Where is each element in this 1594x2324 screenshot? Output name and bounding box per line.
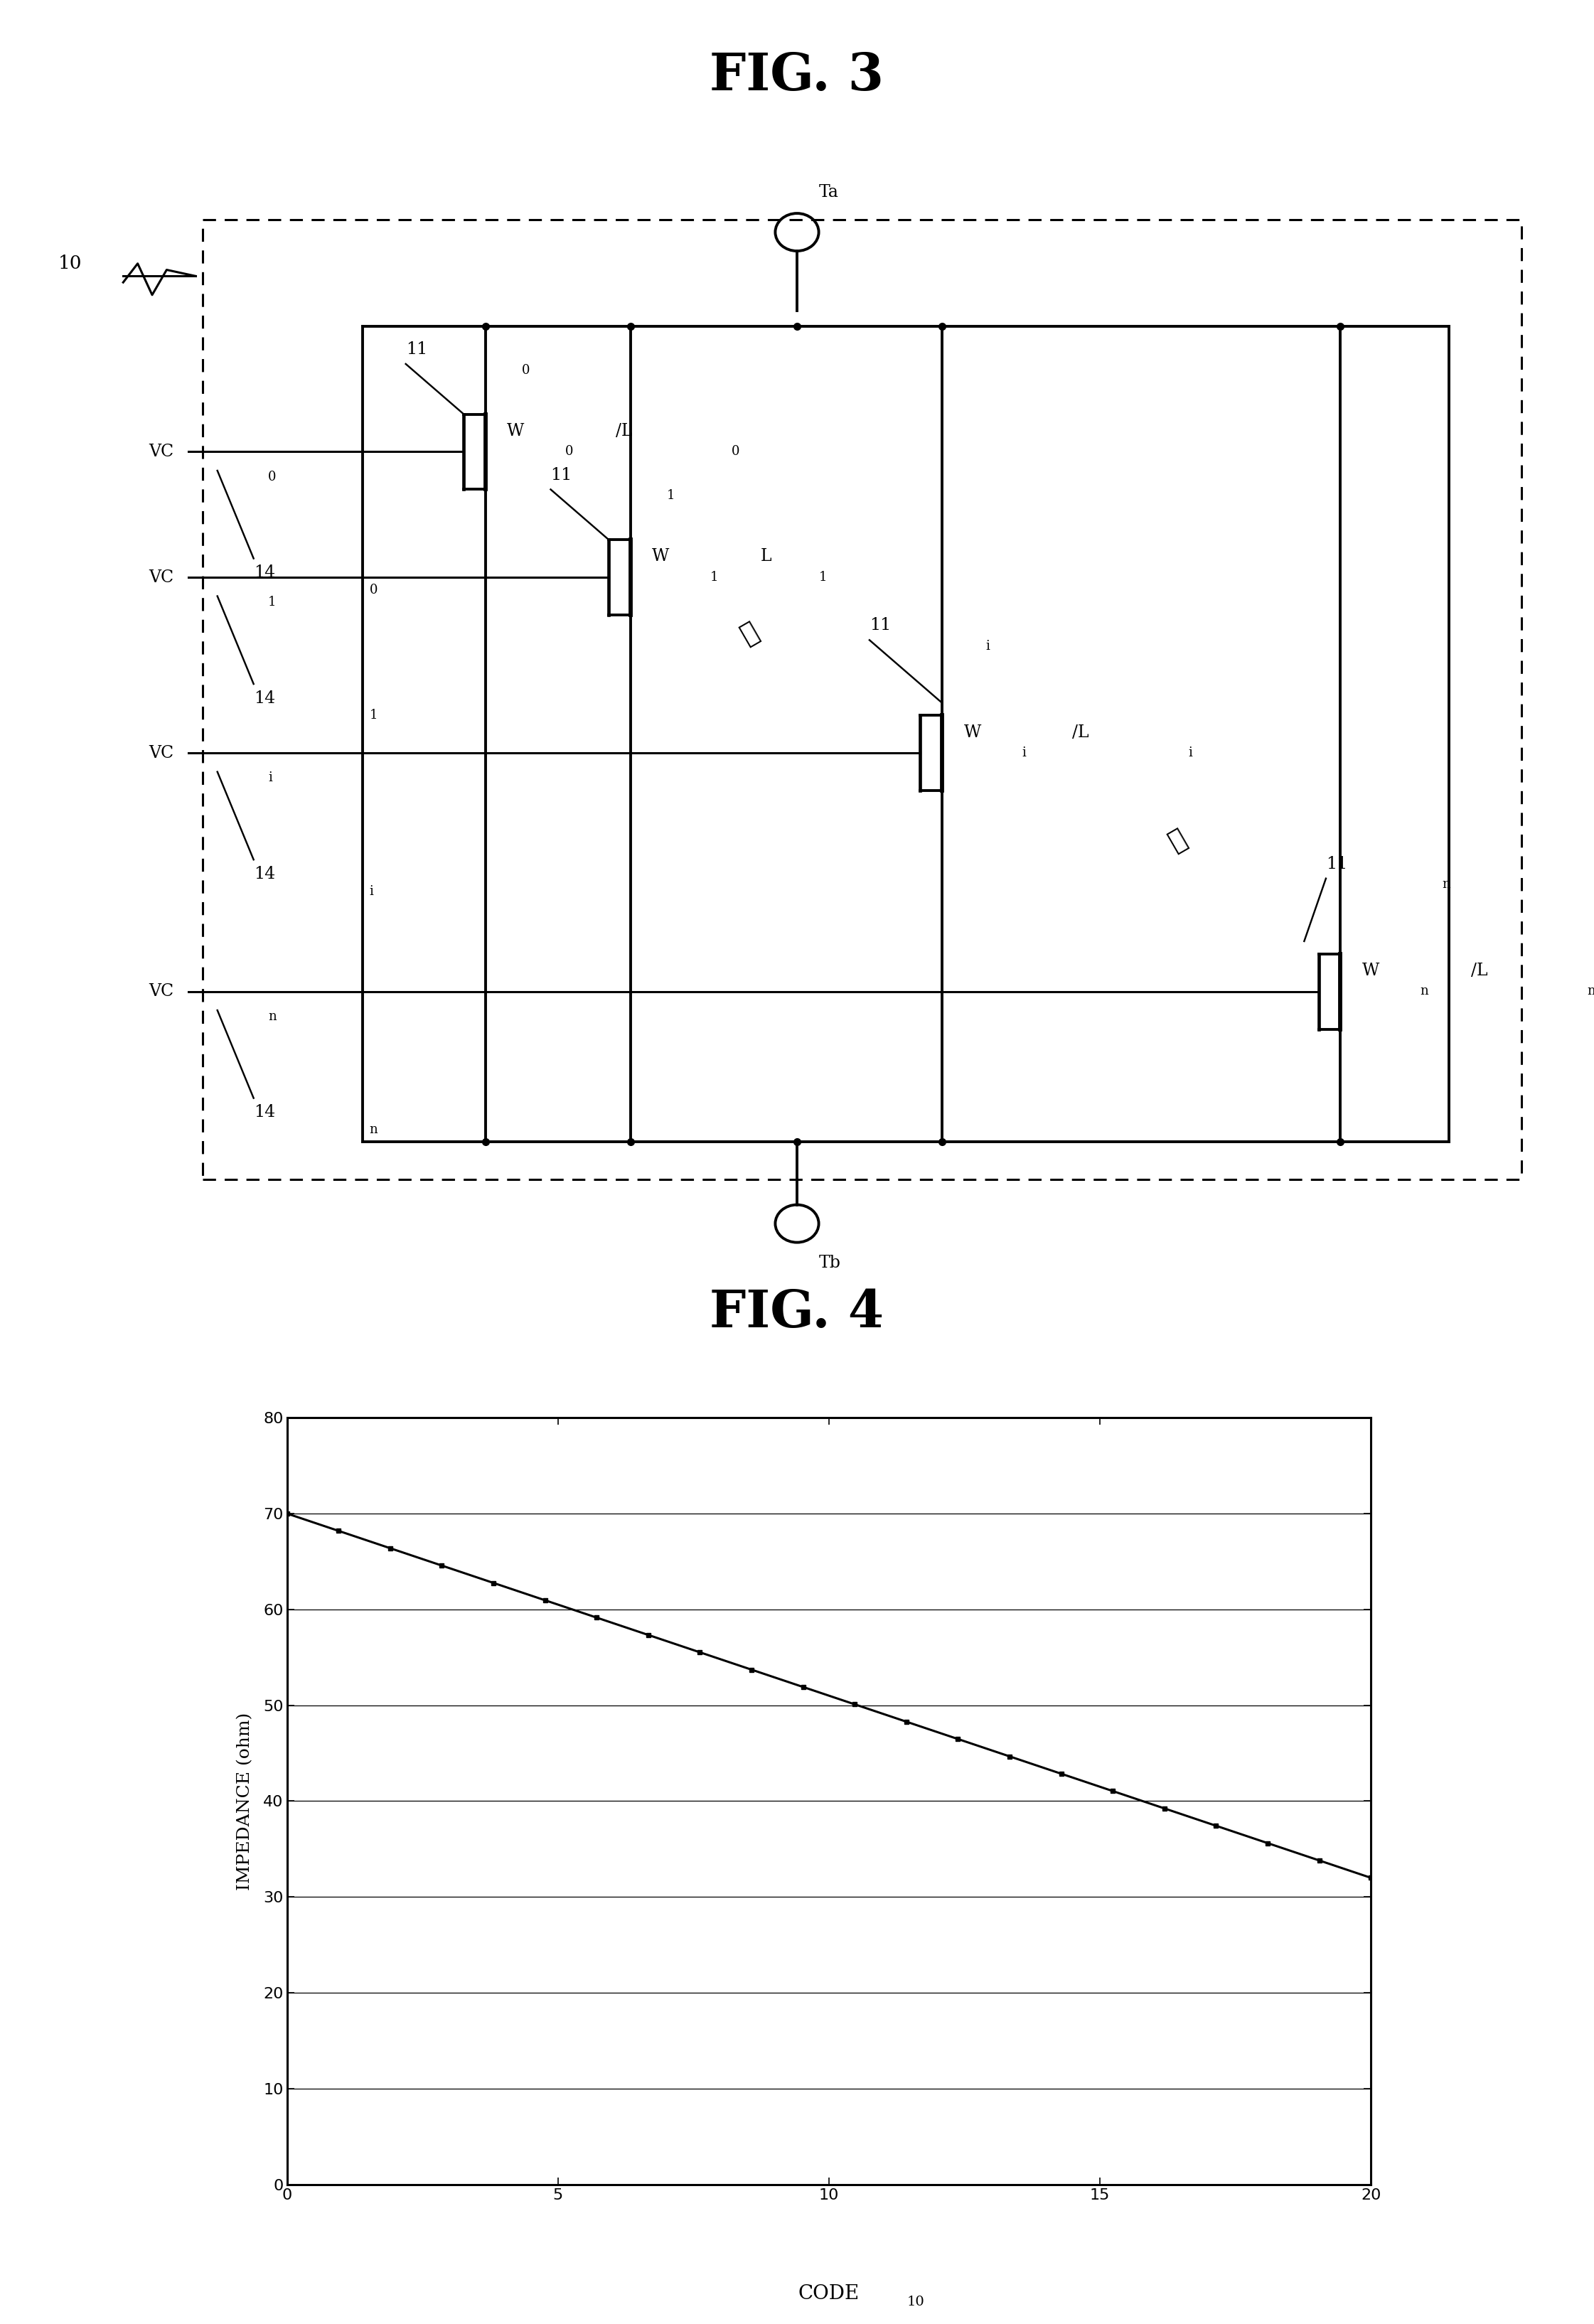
Text: 14: 14 xyxy=(253,690,276,706)
Text: 1: 1 xyxy=(709,572,719,583)
Text: ⋯: ⋯ xyxy=(736,618,764,648)
Text: FIG. 4: FIG. 4 xyxy=(709,1287,885,1339)
Text: 1: 1 xyxy=(268,595,276,609)
Text: W: W xyxy=(964,725,980,741)
Text: 14: 14 xyxy=(253,867,276,883)
Text: n: n xyxy=(370,1122,378,1136)
Text: CODE: CODE xyxy=(799,2284,859,2303)
Text: W: W xyxy=(1363,962,1379,978)
Text: 1: 1 xyxy=(370,709,378,723)
Text: /L: /L xyxy=(1073,725,1089,741)
Text: i: i xyxy=(1188,746,1192,760)
Text: n: n xyxy=(1443,878,1451,890)
Text: 11: 11 xyxy=(1326,855,1347,872)
Text: 0: 0 xyxy=(566,446,574,458)
Text: 14: 14 xyxy=(253,1104,276,1120)
Text: 10: 10 xyxy=(57,256,81,272)
Text: Ta: Ta xyxy=(819,184,838,200)
Text: i: i xyxy=(268,772,273,786)
Text: 11: 11 xyxy=(869,618,891,634)
Text: W: W xyxy=(652,548,669,565)
Text: i: i xyxy=(370,885,373,897)
Text: 0: 0 xyxy=(268,469,276,483)
Text: 14: 14 xyxy=(253,565,276,581)
Text: /L: /L xyxy=(1471,962,1487,978)
Text: Tb: Tb xyxy=(819,1255,840,1271)
Text: FIG. 3: FIG. 3 xyxy=(709,51,885,100)
Text: i: i xyxy=(1022,746,1027,760)
Text: 11: 11 xyxy=(406,342,427,358)
Text: L: L xyxy=(760,548,771,565)
Text: ⋯: ⋯ xyxy=(1164,825,1191,855)
Text: 0: 0 xyxy=(732,446,740,458)
Text: W: W xyxy=(507,423,524,439)
Text: 10: 10 xyxy=(907,2296,925,2308)
Text: 1: 1 xyxy=(819,572,827,583)
Text: 1: 1 xyxy=(666,488,674,502)
Text: i: i xyxy=(985,639,990,653)
Y-axis label: IMPEDANCE (ohm): IMPEDANCE (ohm) xyxy=(238,1713,253,1889)
Text: VC: VC xyxy=(148,444,174,460)
Text: VC: VC xyxy=(148,569,174,586)
Text: 11: 11 xyxy=(550,467,572,483)
Text: n: n xyxy=(268,1011,276,1023)
Text: 0: 0 xyxy=(370,583,378,597)
Text: n: n xyxy=(1586,985,1594,997)
Text: 0: 0 xyxy=(521,363,529,376)
Text: VC: VC xyxy=(148,983,174,999)
Text: VC: VC xyxy=(148,744,174,762)
Text: n: n xyxy=(1420,985,1428,997)
Text: /L: /L xyxy=(615,423,633,439)
